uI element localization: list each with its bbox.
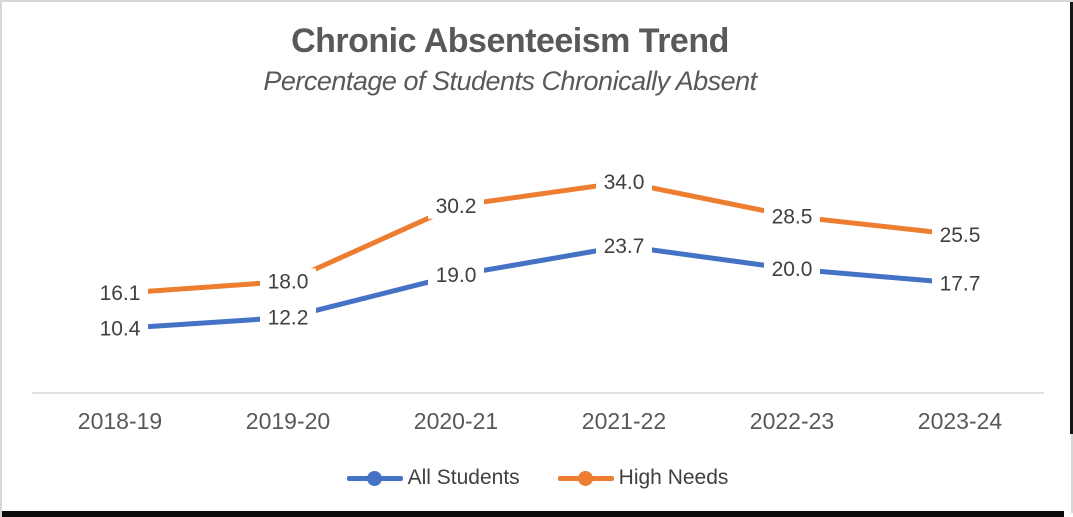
chart-legend: All Students High Needs [2,458,1073,498]
x-tick-label-2021-22: 2021-22 [582,408,666,434]
data-label-bg [764,203,820,230]
data-label-bg [428,262,484,289]
data-label-high-needs-2021-22: 34.0 [604,171,645,194]
data-label-bg [596,169,652,196]
series-line-all-students [119,243,961,331]
data-label-high-needs-2023-24: 25.5 [940,224,981,247]
legend-line-marker-icon [346,470,403,486]
data-label-bg [92,280,148,307]
series-line-high-needs [119,179,961,296]
x-tick-label-2019-20: 2019-20 [246,408,330,434]
data-label-bg [596,233,652,260]
legend-item-all-students: All Students [346,466,520,490]
data-label-bg [932,221,988,248]
data-label-bg [92,315,148,342]
data-label-all-students-2022-23: 20.0 [772,258,813,281]
x-tick-label-2018-19: 2018-19 [78,408,162,434]
chart-title: Chronic Absenteeism Trend [291,22,729,60]
legend-label: All Students [407,466,520,489]
data-label-all-students-2023-24: 17.7 [940,272,981,295]
title-block: Chronic Absenteeism Trend Percentage of … [2,22,1073,97]
data-label-bg [764,256,820,282]
data-label-high-needs-2019-20: 18.0 [268,270,309,293]
frame-right-edge-lower [1071,434,1073,513]
x-tick-label-2022-23: 2022-23 [750,408,834,434]
frame-bottom-edge [2,511,1064,517]
data-label-bg [932,270,988,297]
data-label-all-students-2021-22: 23.7 [604,235,645,258]
legend-line-marker-icon [557,470,614,486]
legend-label: High Needs [618,466,729,489]
chart-subtitle: Percentage of Students Chronically Absen… [263,66,757,97]
data-label-all-students-2018-19: 10.4 [100,318,141,341]
frame-right-edge [1070,2,1073,434]
data-label-high-needs-2018-19: 16.1 [100,282,141,305]
data-label-bg [428,192,484,219]
data-label-all-students-2019-20: 12.2 [268,306,309,329]
x-tick-label-2023-24: 2023-24 [918,408,1003,434]
x-tick-label-2020-21: 2020-21 [414,408,498,434]
legend-item-high-needs: High Needs [557,466,729,490]
data-label-bg [260,304,316,331]
legend-circle-marker-icon [367,470,383,486]
legend-circle-marker-icon [578,470,594,486]
data-label-bg [260,268,316,295]
data-label-all-students-2020-21: 19.0 [436,264,477,287]
data-label-high-needs-2022-23: 28.5 [772,205,813,228]
data-label-high-needs-2020-21: 30.2 [436,195,477,218]
